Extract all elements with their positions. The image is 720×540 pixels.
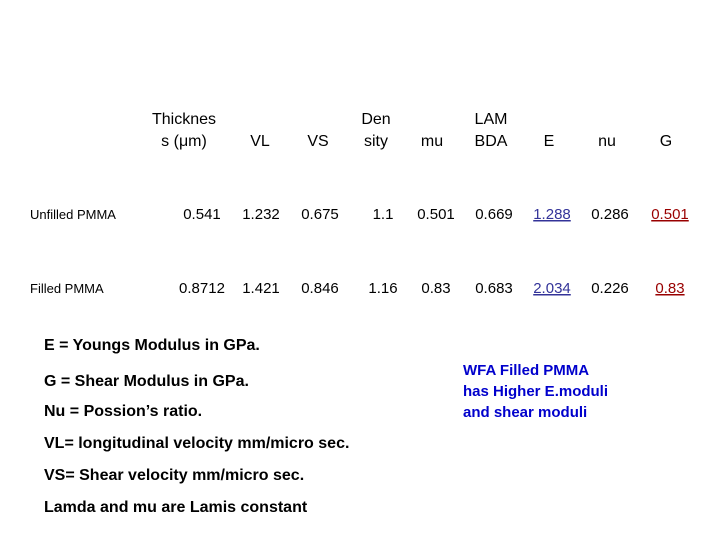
cell-value: 1.16 — [368, 280, 397, 297]
note: Lamda and mu are Lamis constant — [44, 499, 308, 516]
column-header: G — [660, 133, 672, 150]
row-label: Filled PMMA — [30, 281, 104, 296]
note: E = Youngs Modulus in GPa. — [44, 337, 260, 354]
row-label: Unfilled PMMA — [30, 207, 116, 222]
callout-text: WFA Filled PMMA — [463, 362, 589, 379]
cell-value: 0.846 — [301, 280, 339, 297]
column-header: s (μm) — [161, 133, 207, 150]
note: G = Shear Modulus in GPa. — [44, 373, 249, 390]
cell-value: 0.83 — [421, 280, 450, 297]
cell-value: 0.541 — [183, 206, 221, 223]
callout-text: and shear moduli — [463, 404, 587, 421]
cell-value: 2.034 — [533, 280, 571, 297]
column-header: Thicknes — [152, 111, 216, 128]
cell-value: 1.288 — [533, 206, 571, 223]
cell-value: 0.675 — [301, 206, 339, 223]
note: VL= longitudinal velocity mm/micro sec. — [44, 435, 349, 452]
column-header: VS — [307, 133, 328, 150]
cell-value: 1.421 — [242, 280, 280, 297]
cell-value: 0.683 — [475, 280, 513, 297]
cell-value: 0.501 — [417, 206, 455, 223]
callout-text: has Higher E.moduli — [463, 383, 608, 400]
cell-value: 0.286 — [591, 206, 629, 223]
cell-value: 0.83 — [655, 280, 684, 297]
column-header: VL — [250, 133, 270, 150]
cell-value: 0.8712 — [179, 280, 225, 297]
column-header: BDA — [475, 133, 508, 150]
column-header: LAM — [475, 111, 508, 128]
note: VS= Shear velocity mm/micro sec. — [44, 467, 304, 484]
cell-value: 1.1 — [373, 206, 394, 223]
cell-value: 1.232 — [242, 206, 280, 223]
cell-value: 0.226 — [591, 280, 629, 297]
column-header: Den — [361, 111, 390, 128]
note: Nu = Possion’s ratio. — [44, 403, 202, 420]
column-header: sity — [364, 133, 388, 150]
column-header: nu — [598, 133, 616, 150]
cell-value: 0.669 — [475, 206, 513, 223]
column-header: E — [544, 133, 555, 150]
column-header: mu — [421, 133, 443, 150]
cell-value: 0.501 — [651, 206, 689, 223]
